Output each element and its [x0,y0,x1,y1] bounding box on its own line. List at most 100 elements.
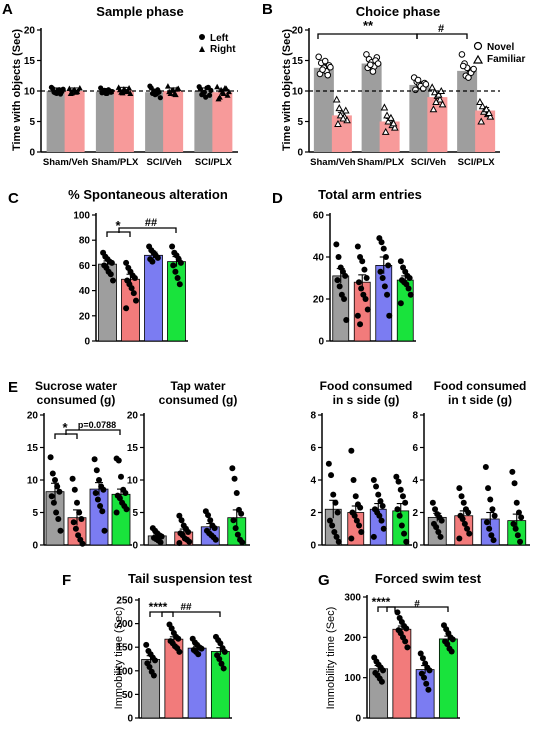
data-point-F [143,641,150,648]
data-point-E4 [487,496,494,503]
data-point-E4 [518,514,525,521]
data-point-D [354,312,361,319]
legend-familiar-marker [472,54,484,64]
y-tick-label-F: 0 [127,714,133,725]
y-tick-label-A: 5 [29,117,35,128]
data-point-E1 [123,506,130,513]
data-point-E2 [229,465,236,472]
panel-letter-d: D [272,190,283,207]
ylabel-a: Time with objects (Sec) [11,29,23,151]
title-a: Sample phase [96,4,183,19]
bar-B [361,63,382,152]
data-point-G [402,638,409,645]
data-point-B [332,95,341,103]
data-point-B [486,112,495,120]
y-tick-label-E4: 8 [412,411,418,422]
data-point-E1 [100,486,107,493]
y-tick-label-E2: 5 [132,508,138,519]
title-e4-line1: Food consumed [434,379,527,393]
data-point-E1 [69,475,76,482]
data-point-E1 [72,525,79,532]
data-point-E2 [157,539,164,546]
data-point-B [369,68,377,75]
legend-right-marker [199,46,205,52]
y-tick-label-F: 150 [116,643,133,654]
data-point-E1 [47,454,54,461]
data-point-E4 [514,532,521,539]
data-point-A [67,90,74,96]
data-point-E4 [517,538,524,545]
data-point-D [343,317,350,323]
title-d: Total arm entries [318,187,422,202]
data-point-E4 [491,512,498,519]
data-point-B [436,95,444,103]
data-point-D [407,291,414,298]
sig-c-left: * [115,218,121,233]
data-point-A [50,85,56,92]
data-point-C [149,258,156,265]
data-point-G [449,636,456,643]
data-point-G [380,667,387,674]
data-point-D [377,268,384,275]
y-tick-label-G: 0 [355,714,361,725]
data-point-E3 [356,522,363,529]
data-point-G [448,648,455,655]
data-point-E2 [178,517,185,524]
data-point-E3 [334,509,341,516]
data-point-B [434,90,443,98]
y-tick-label-C: 60 [79,261,91,272]
data-point-E3 [330,491,337,498]
panel-letter-f: F [62,572,71,589]
data-point-E4 [488,532,495,539]
data-point-E1 [53,509,60,516]
data-point-E3 [394,506,401,513]
data-point-E2 [176,512,183,519]
data-point-E3 [395,478,402,485]
data-point-B [341,106,350,114]
y-tick-label-E3: 4 [310,476,316,487]
bar-A [46,91,67,152]
data-point-F [216,656,223,662]
data-point-D [354,243,361,250]
data-point-G [378,678,385,685]
y-tick-label-E3: 8 [310,411,316,422]
data-point-E3 [370,533,377,540]
data-point-B [335,104,344,112]
y-tick-label-E4: 0 [412,541,418,552]
data-point-E4 [459,516,466,522]
data-point-E3 [358,529,365,535]
y-tick-label-E1: 15 [27,443,39,454]
data-point-B [387,113,395,121]
data-point-E3 [378,517,385,524]
title-e2-line1: Tap water [170,379,225,393]
data-point-D [362,296,369,302]
data-point-E1 [57,527,64,534]
data-point-E1 [94,496,101,503]
data-point-E4 [509,468,516,475]
data-point-E1 [55,516,62,522]
data-point-D [384,291,391,298]
data-point-B [470,65,477,73]
ylabel-f: Immobility time (Sec) [113,607,125,710]
data-point-B [430,88,439,96]
bar-F [187,647,207,719]
data-point-F [175,635,182,642]
data-point-E4 [461,520,468,527]
bar-B [457,70,478,152]
y-tick-label-F: 250 [116,596,133,607]
y-tick-label-E2: 15 [127,443,139,454]
legend-right-label: Right [210,44,236,55]
data-point-E4 [437,533,444,540]
data-point-E1 [97,503,104,509]
data-point-E3 [350,477,357,483]
data-point-A [57,91,64,97]
data-point-A [197,86,204,92]
data-point-E3 [377,498,384,505]
bar-A [145,92,166,152]
data-point-B [429,105,438,113]
title-e2-line2: consumed (g) [159,393,238,407]
data-point-D [405,285,412,292]
data-point-B [383,111,391,119]
data-point-C [128,285,135,292]
y-tick-label-E4: 4 [412,476,418,487]
